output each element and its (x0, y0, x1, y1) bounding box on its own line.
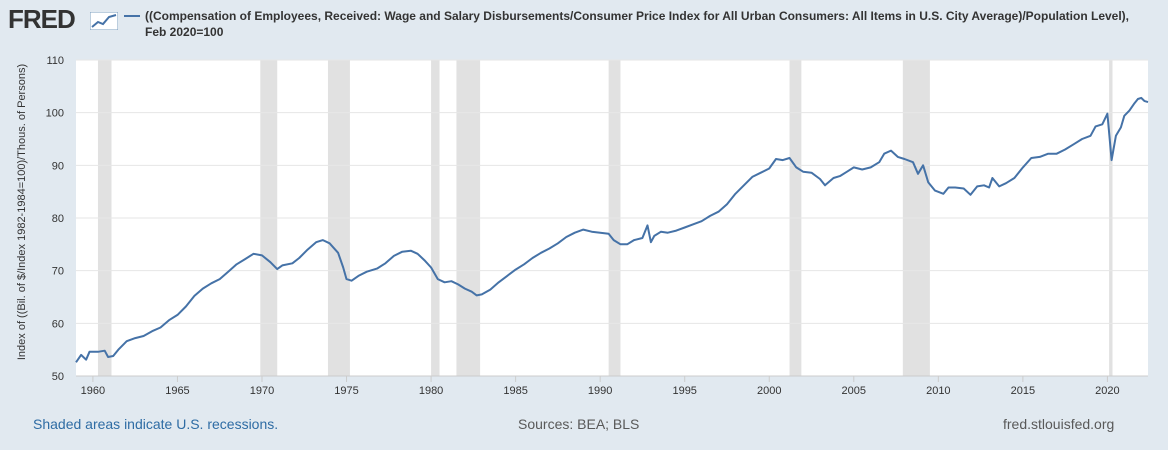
series-line (75, 96, 1149, 363)
y-tick-label: 60 (52, 318, 64, 330)
fred-logo-text: FRED (8, 4, 76, 34)
x-tick-label: 2015 (1011, 385, 1035, 397)
fred-logo[interactable]: FRED (8, 4, 118, 36)
x-tick-label: 1985 (503, 385, 527, 397)
x-tick-label: 1995 (672, 385, 696, 397)
x-tick-label: 2020 (1095, 385, 1119, 397)
y-tick-label: 70 (52, 266, 64, 278)
y-tick-label: 100 (46, 108, 64, 120)
sources-text: Sources: BEA; BLS (518, 416, 640, 432)
x-tick-label: 1980 (419, 385, 443, 397)
legend-line-swatch (124, 15, 140, 17)
x-tick-label: 2010 (926, 385, 950, 397)
trend-chart-icon (90, 12, 118, 30)
chart-plot: 50 60 70 80 90 100 110 1960 1965 1970 1975 1980 1985… (46, 55, 1149, 397)
x-tick-label: 1965 (165, 385, 189, 397)
y-axis-label: Index of ((Bil. of $/Index 1982-1984=100… (16, 63, 28, 361)
recession-note-link[interactable]: Shaded areas indicate U.S. recessions. (33, 416, 279, 432)
x-tick-label: 1970 (250, 385, 274, 397)
chart-title: ((Compensation of Employees, Received: W… (145, 9, 1130, 39)
x-tick-label: 1990 (588, 385, 612, 397)
y-tick-label: 80 (52, 213, 64, 225)
chart-header: FRED ((Compensation of Employees, Receiv… (0, 0, 1168, 50)
x-tick-label: 1960 (81, 385, 105, 397)
x-tick-label: 2000 (757, 385, 781, 397)
site-url-link[interactable]: fred.stlouisfed.org (1003, 416, 1115, 432)
y-tick-label: 90 (52, 160, 64, 172)
y-tick-label: 50 (52, 371, 64, 383)
y-tick-label: 110 (46, 55, 64, 67)
x-tick-label: 2005 (842, 385, 866, 397)
x-tick-label: 1975 (334, 385, 358, 397)
